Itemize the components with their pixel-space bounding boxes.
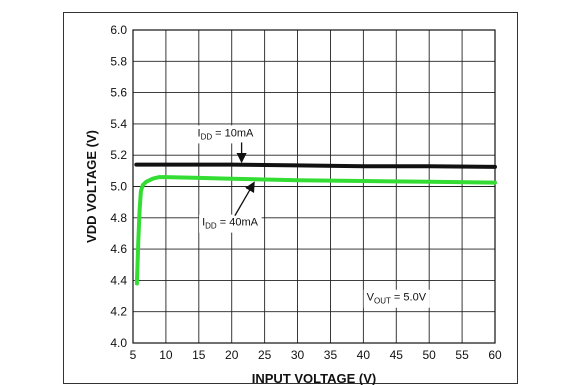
series-line-idd-40ma — [134, 175, 497, 286]
y-tick-label: 5.2 — [110, 148, 127, 162]
x-tick-label: 40 — [357, 348, 371, 362]
y-tick-label: 5.8 — [110, 54, 127, 68]
annotation-arrow-idd-40ma — [234, 181, 255, 216]
y-tick-label: 4.0 — [110, 336, 127, 350]
x-tick-label: 60 — [488, 348, 502, 362]
y-tick-label: 4.6 — [110, 242, 127, 256]
annotation-vout-bg — [363, 289, 430, 308]
annotation-idd-40ma: IDD = 40mA — [202, 217, 259, 231]
x-tick-label: 30 — [291, 348, 305, 362]
series-layer — [134, 162, 497, 286]
x-tick-label: 45 — [390, 348, 404, 362]
tick-labels: 5 10 15 20 25 30 35 40 45 50 55 60 4.0 4.2 4.4 4.6 4.8 5.… — [110, 23, 502, 362]
y-tick-label: 4.2 — [110, 305, 127, 319]
x-tick-label: 25 — [258, 348, 272, 362]
y-tick-label: 4.8 — [110, 211, 127, 225]
x-tick-label: 35 — [324, 348, 338, 362]
annotation-idd-10ma-bg — [194, 125, 258, 144]
series-line-idd-10ma — [134, 162, 497, 169]
y-tick-label: 6.0 — [110, 23, 127, 37]
annotation-idd-10ma: IDD = 10mA — [198, 127, 255, 141]
y-tick-label: 5.6 — [110, 86, 127, 100]
x-tick-label: 15 — [192, 348, 206, 362]
x-tick-label: 55 — [455, 348, 469, 362]
annotation-idd-40ma-bg — [199, 214, 262, 233]
x-tick-label: 10 — [159, 348, 173, 362]
annotation-vout: VOUT = 5.0V — [367, 292, 427, 306]
x-tick-label: 20 — [225, 348, 239, 362]
annotations: IDD = 10mA IDD = 40mA VOUT = 5.0V — [194, 125, 430, 308]
x-tick-label: 50 — [423, 348, 437, 362]
x-axis-title: INPUT VOLTAGE (V) — [252, 371, 376, 385]
y-tick-label: 5.0 — [110, 180, 127, 194]
x-tick-label: 5 — [130, 348, 137, 362]
y-tick-label: 4.4 — [110, 273, 127, 287]
y-tick-label: 5.4 — [110, 117, 127, 131]
y-axis-title: VDD VOLTAGE (V) — [84, 130, 99, 243]
plot-area-border — [132, 29, 496, 344]
grid — [132, 29, 496, 344]
